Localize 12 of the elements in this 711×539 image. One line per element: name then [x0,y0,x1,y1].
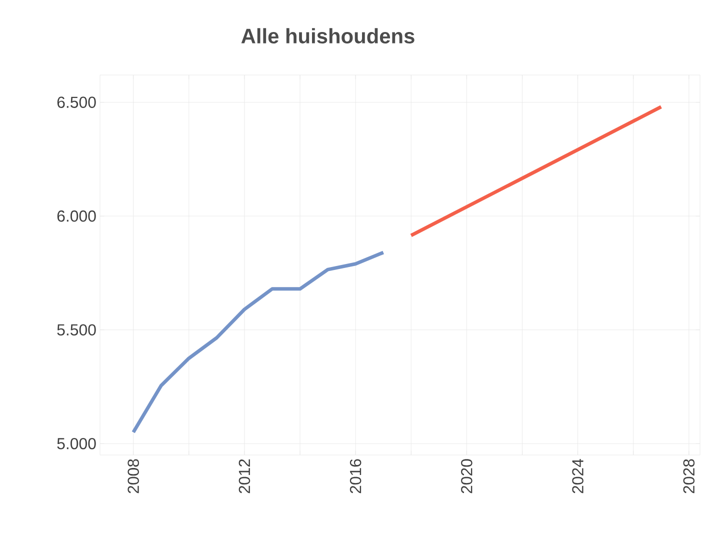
y-tick-label: 6.000 [57,210,96,222]
x-tick-label: 2008 [128,459,139,494]
x-tick-label: 2016 [350,459,362,494]
x-tick-label: 2020 [461,459,472,494]
chart-title: Alle huishoudens [241,28,414,44]
x-tick-label: 2024 [572,459,584,494]
y-tick-label: 6.500 [57,96,96,108]
x-tick-label: 2028 [683,459,695,494]
y-tick-label: 5.000 [57,438,96,450]
line-series [132,250,386,434]
x-tick-label: 2012 [238,459,250,494]
y-tick-label: 5.500 [57,324,96,336]
